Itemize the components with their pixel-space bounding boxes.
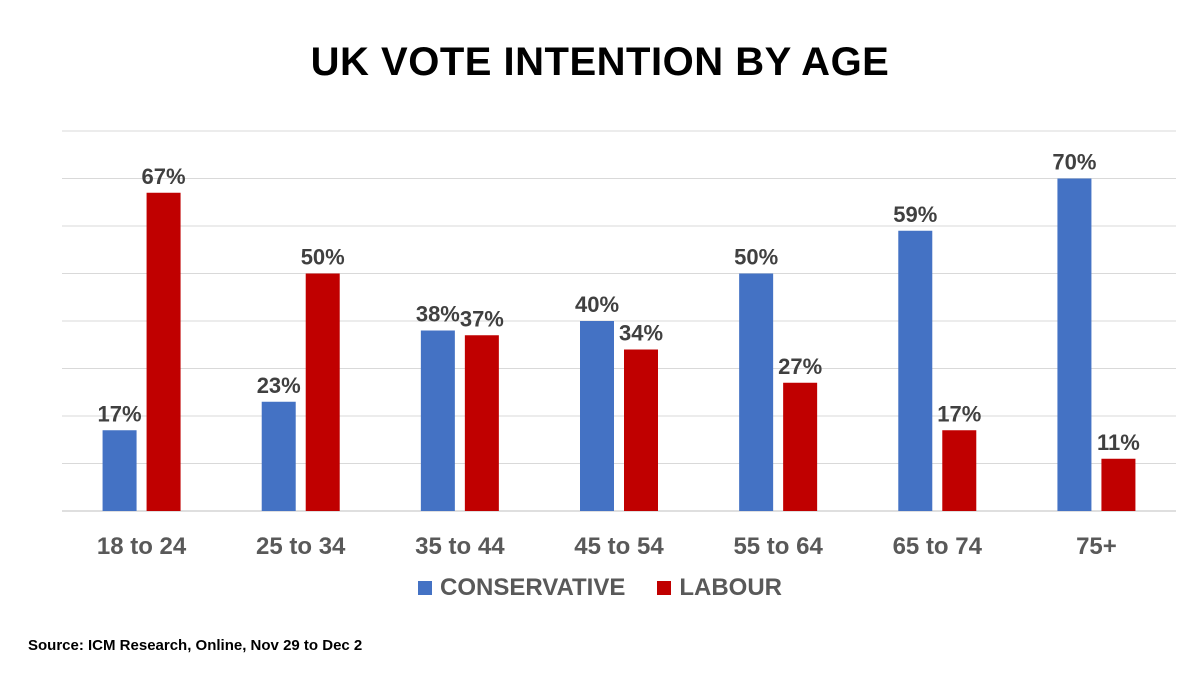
data-label-labour-0: 67%	[142, 164, 186, 189]
data-label-labour-1: 50%	[301, 245, 345, 270]
x-tick-label: 45 to 54	[574, 533, 664, 560]
source-note: Source: ICM Research, Online, Nov 29 to …	[28, 637, 363, 654]
x-tick-label: 75+	[1076, 533, 1117, 560]
data-label-conservative-2: 38%	[416, 302, 460, 327]
data-labels: 17% 67% 23% 50% 38% 37% 40%34% 50% 27% 59% 17% 70% 1…	[98, 150, 1140, 455]
x-tick-label: 55 to 64	[733, 533, 823, 560]
gridlines	[62, 130, 1176, 512]
bar-labour-1	[305, 273, 340, 511]
x-tick-label: 25 to 34	[256, 533, 346, 560]
bar-labour-0	[146, 192, 181, 511]
data-label-labour-6: 11%	[1097, 430, 1140, 455]
data-label-conservative-5: 59%	[893, 202, 937, 227]
bar-conservative-4	[739, 273, 774, 511]
bar-conservative-5	[898, 230, 933, 511]
legend-item-conservative: CONSERVATIVE	[417, 574, 626, 602]
x-tick-label: 35 to 44	[415, 533, 505, 560]
data-label-labour-2: 37%	[460, 306, 504, 331]
chart-title: UK VOTE INTENTION BY AGE	[310, 40, 890, 84]
bar-labour-2	[464, 335, 499, 511]
x-axis-ticks: 18 to 24 25 to 34 35 to 44 45 to 54 55 to 64…	[97, 533, 1117, 560]
data-label-labour-4: 27%	[778, 354, 822, 379]
bar-labour-4	[783, 382, 818, 511]
data-label-labour-5: 17%	[937, 401, 981, 426]
bar-conservative-6	[1057, 178, 1092, 511]
legend-label-labour: LABOUR	[679, 574, 783, 601]
bar-conservative-3	[580, 321, 614, 511]
bar-labour-3	[624, 349, 658, 511]
x-tick-label: 65 to 74	[893, 533, 983, 560]
legend-item-labour: LABOUR	[657, 574, 782, 602]
legend-swatch-labour	[657, 581, 672, 595]
legend: CONSERVATIVE LABOUR	[0, 574, 1200, 602]
bars	[102, 178, 1136, 511]
x-tick-label: 18 to 24	[97, 533, 187, 560]
legend-swatch-conservative	[417, 581, 432, 595]
bar-conservative-2	[420, 330, 455, 511]
bar-conservative-1	[261, 401, 296, 511]
legend-label-conservative: CONSERVATIVE	[439, 574, 626, 601]
data-label-conservative-0: 17%	[98, 401, 142, 426]
bar-labour-6	[1101, 458, 1136, 511]
data-label-conservative-6: 70%	[1052, 150, 1096, 175]
bar-conservative-0	[102, 430, 137, 511]
data-label-conservative-4: 50%	[734, 245, 778, 270]
bar-labour-5	[942, 430, 977, 511]
data-label-conservative-3: 40%	[575, 292, 619, 317]
data-label-labour-3: 34%	[619, 321, 663, 346]
data-label-conservative-1: 23%	[257, 373, 301, 398]
